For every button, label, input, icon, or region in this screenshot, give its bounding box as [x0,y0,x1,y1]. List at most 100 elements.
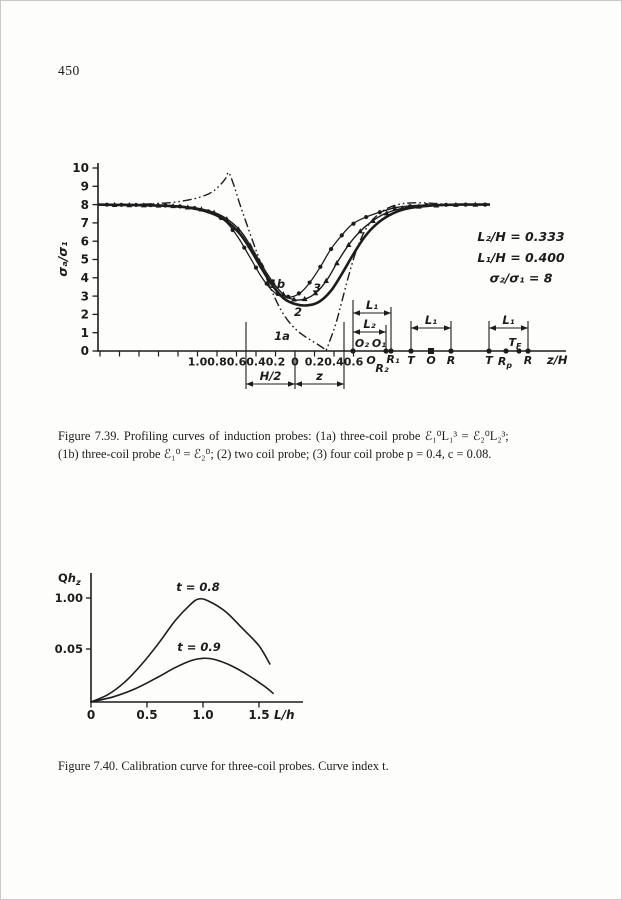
probe-coil-dot [408,348,414,354]
y-tick-label: 0.05 [55,642,83,656]
data-marker-triangle [453,201,459,207]
x-tick-label: 0.2 [266,356,286,369]
dimension-arrow [384,310,391,316]
data-marker-triangle [370,217,376,224]
x-tick-label: 1.0 [188,356,208,369]
data-marker-circle [339,233,344,238]
dimension-arrow [411,325,418,331]
data-marker-triangle [223,216,230,222]
curve-1b [98,203,491,298]
data-marker-circle [328,246,334,252]
x-tick-label: 0.4 [246,356,266,369]
dimension-arrow [444,325,451,331]
data-marker-circle [318,264,323,269]
data-marker-triangle [301,295,308,302]
probe-label: O₁ [372,337,386,350]
dimension-arrow [379,329,386,335]
data-marker-triangle [198,206,205,212]
data-marker-triangle [126,202,133,208]
dimension-arrow [337,381,344,387]
y-tick-label: 2 [81,308,89,322]
probe-label: R₂ [375,362,388,375]
caption-line-2: (1b) three-coil probe ℰ₁⁰ = ℰ₂⁰; (2) two… [58,446,492,461]
data-marker-triangle [334,259,340,266]
x-tick-label: 0.2 [305,356,325,369]
data-marker-circle [296,291,301,296]
y-tick-label: 6 [81,234,89,248]
data-marker-triangle [155,202,162,208]
probe-coil-dot [448,348,454,354]
probe-label: O [426,354,435,367]
probe-label: R₁ [386,353,399,366]
probe-label: Rp [498,355,512,370]
dimension-label: H/2 [260,369,282,383]
curve-t=0.9 [90,657,275,703]
dimension-arrow [521,325,528,331]
data-marker-circle [264,281,269,286]
data-marker-triangle [345,241,352,248]
data-marker-triangle [291,296,297,302]
dimension-arrow [353,329,360,335]
data-marker-circle [307,280,312,285]
probe-coil-dot [503,348,509,354]
probe-coil-dot [525,348,531,354]
curve-t=0.8 [90,597,271,703]
dimension-label: L₁ [425,313,437,327]
curve-index-label: 3 [313,281,321,295]
x-tick-label: 1.5 [248,708,269,722]
dimension-label: z [315,369,323,383]
probe-label: O [366,354,375,367]
data-marker-triangle [280,291,287,297]
page-number: 450 [58,63,80,78]
data-marker-triangle [247,242,253,248]
x-tick-label: 0 [87,708,95,722]
probe-coil-dot [350,348,356,354]
data-marker-circle [253,265,259,270]
data-marker-circle [242,245,247,250]
x-axis-label: z/H [546,353,568,367]
data-marker-triangle [416,203,422,209]
probe-coil-dot [388,348,394,354]
data-marker-triangle [184,204,191,210]
data-marker-circle [392,206,397,211]
probe-coil-dot [516,348,522,354]
x-tick-label: 0.4 [324,356,344,369]
y-tick-label: 9 [81,180,89,194]
y-tick-label: 5 [81,253,89,267]
curve-2 [98,203,491,307]
probe-label: T [485,354,494,367]
data-marker-triangle [433,202,440,208]
probe-coil-dot [486,348,492,354]
probe-center-square [428,348,434,354]
figure-7-39-caption: Figure 7.39. Profiling curves of inducti… [58,428,509,463]
probe-coil-dot [383,348,389,354]
probe-label: TF [509,336,523,351]
probe-label: R [524,354,532,367]
probe-label: O₂ [355,337,369,350]
x-tick-label: 0.6 [344,356,364,369]
data-marker-triangle [269,278,276,284]
dimension-arrow [489,325,496,331]
data-marker-triangle [259,262,265,268]
x-tick-label: 0.8 [207,356,227,369]
data-marker-triangle [170,202,176,209]
data-marker-circle [351,221,356,226]
figure-7-40-chart: 1.00 0.05 0 0.5 1.0 1.5 Qhz L/h t = 0.8 t = 0.9 [55,571,303,722]
y-tick-label: 1.00 [55,591,83,605]
dimension-arrow [295,381,302,387]
curve-index-label: 2 [294,305,302,319]
y-tick-label: 8 [81,198,89,212]
x-axis-label: L/h [274,708,295,722]
curve-index-label: t = 0.8 [176,580,220,594]
data-marker-circle [377,210,382,215]
data-marker-triangle [235,226,242,232]
y-tick-label: 0 [81,344,89,358]
x-tick-label: 0.5 [136,708,157,722]
data-marker-triangle [211,209,217,215]
probe-label: T [407,354,416,367]
annotation-text: L₂/H = 0.333 [477,229,564,244]
y-tick-label: 3 [81,289,89,303]
probe-label: R [447,354,455,367]
data-marker-triangle [323,277,329,283]
